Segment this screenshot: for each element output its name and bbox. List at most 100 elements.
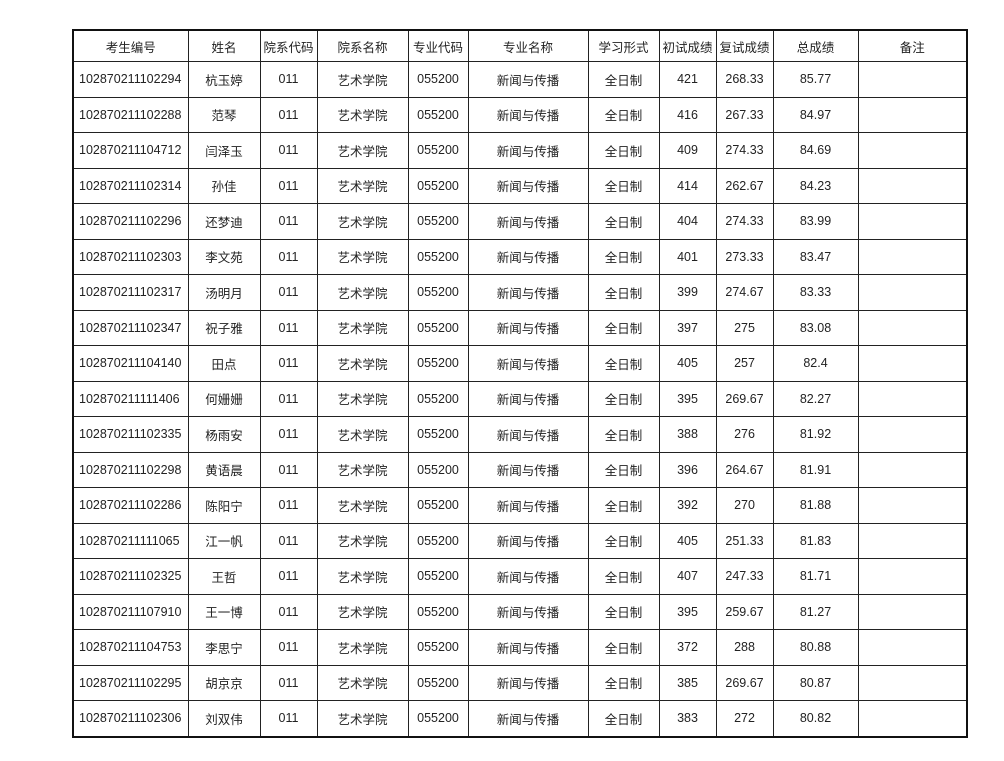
cell-dept-name: 艺术学院: [316, 629, 409, 666]
cell-major-name: 新闻与传播: [467, 61, 589, 98]
cell-dept-name: 艺术学院: [316, 274, 409, 311]
cell-dept-code: 011: [259, 416, 318, 453]
header-major-name: 专业名称: [467, 29, 589, 62]
cell-dept-code: 011: [259, 96, 318, 133]
cell-remarks: [857, 61, 968, 98]
table-row: 102870211102294 杭玉婷 011 艺术学院 055200 新闻与传播 全日制 4…: [72, 61, 968, 98]
cell-name: 江一帆: [187, 522, 261, 559]
cell-prelim-score: 401: [658, 238, 717, 275]
cell-student-id: 102870211102296: [72, 203, 189, 240]
cell-remarks: [857, 558, 968, 595]
cell-remarks: [857, 487, 968, 524]
cell-major-code: 055200: [407, 558, 469, 595]
cell-total-score: 84.23: [772, 167, 859, 204]
cell-major-code: 055200: [407, 132, 469, 169]
cell-retest-score: 274.33: [715, 132, 774, 169]
cell-major-name: 新闻与传播: [467, 416, 589, 453]
table-row: 102870211104712 闫泽玉 011 艺术学院 055200 新闻与传播 全日制 4…: [72, 132, 968, 169]
cell-student-id: 102870211102295: [72, 664, 189, 701]
cell-dept-name: 艺术学院: [316, 132, 409, 169]
cell-retest-score: 257: [715, 345, 774, 382]
cell-total-score: 83.08: [772, 309, 859, 346]
cell-name: 杭玉婷: [187, 61, 261, 98]
cell-prelim-score: 416: [658, 96, 717, 133]
cell-remarks: [857, 238, 968, 275]
cell-major-code: 055200: [407, 380, 469, 417]
cell-total-score: 81.91: [772, 451, 859, 488]
cell-student-id: 102870211104753: [72, 629, 189, 666]
cell-retest-score: 270: [715, 487, 774, 524]
cell-major-code: 055200: [407, 593, 469, 630]
cell-major-code: 055200: [407, 345, 469, 382]
cell-name: 祝子雅: [187, 309, 261, 346]
cell-total-score: 80.88: [772, 629, 859, 666]
cell-student-id: 102870211111065: [72, 522, 189, 559]
cell-dept-code: 011: [259, 309, 318, 346]
cell-student-id: 102870211104712: [72, 132, 189, 169]
cell-retest-score: 259.67: [715, 593, 774, 630]
cell-dept-code: 011: [259, 380, 318, 417]
header-major-code: 专业代码: [407, 29, 469, 62]
cell-prelim-score: 385: [658, 664, 717, 701]
cell-study-mode: 全日制: [587, 345, 660, 382]
cell-total-score: 80.82: [772, 700, 859, 737]
cell-name: 汤明月: [187, 274, 261, 311]
cell-total-score: 81.88: [772, 487, 859, 524]
table-row: 102870211102288 范琴 011 艺术学院 055200 新闻与传播 全日制 41…: [72, 96, 968, 133]
cell-prelim-score: 405: [658, 522, 717, 559]
cell-major-code: 055200: [407, 309, 469, 346]
cell-major-name: 新闻与传播: [467, 345, 589, 382]
cell-dept-name: 艺术学院: [316, 593, 409, 630]
cell-study-mode: 全日制: [587, 700, 660, 737]
header-dept-code: 院系代码: [259, 29, 318, 62]
cell-student-id: 102870211102335: [72, 416, 189, 453]
cell-remarks: [857, 522, 968, 559]
table-row: 102870211102295 胡京京 011 艺术学院 055200 新闻与传播 全日制 3…: [72, 664, 968, 701]
cell-student-id: 102870211102286: [72, 487, 189, 524]
table-row: 102870211102314 孙佳 011 艺术学院 055200 新闻与传播 全日制 41…: [72, 167, 968, 204]
cell-major-name: 新闻与传播: [467, 700, 589, 737]
cell-name: 黄语晨: [187, 451, 261, 488]
table-row: 102870211102306 刘双伟 011 艺术学院 055200 新闻与传播 全日制 3…: [72, 700, 968, 737]
cell-remarks: [857, 451, 968, 488]
cell-retest-score: 288: [715, 629, 774, 666]
cell-name: 闫泽玉: [187, 132, 261, 169]
cell-prelim-score: 407: [658, 558, 717, 595]
cell-study-mode: 全日制: [587, 416, 660, 453]
header-total-score: 总成绩: [772, 29, 859, 62]
cell-total-score: 81.27: [772, 593, 859, 630]
table-row: 102870211102296 还梦迪 011 艺术学院 055200 新闻与传播 全日制 4…: [72, 203, 968, 240]
table-row: 102870211102317 汤明月 011 艺术学院 055200 新闻与传播 全日制 3…: [72, 274, 968, 311]
cell-student-id: 102870211107910: [72, 593, 189, 630]
cell-retest-score: 264.67: [715, 451, 774, 488]
cell-retest-score: 274.33: [715, 203, 774, 240]
cell-dept-code: 011: [259, 167, 318, 204]
cell-prelim-score: 421: [658, 61, 717, 98]
cell-study-mode: 全日制: [587, 593, 660, 630]
cell-study-mode: 全日制: [587, 629, 660, 666]
table-row: 102870211102335 杨雨安 011 艺术学院 055200 新闻与传播 全日制 3…: [72, 416, 968, 453]
table-row: 102870211102303 李文苑 011 艺术学院 055200 新闻与传播 全日制 4…: [72, 238, 968, 275]
cell-dept-code: 011: [259, 238, 318, 275]
table-row: 102870211102286 陈阳宁 011 艺术学院 055200 新闻与传播 全日制 3…: [72, 487, 968, 524]
cell-dept-name: 艺术学院: [316, 558, 409, 595]
cell-remarks: [857, 380, 968, 417]
cell-dept-code: 011: [259, 274, 318, 311]
cell-study-mode: 全日制: [587, 487, 660, 524]
cell-study-mode: 全日制: [587, 203, 660, 240]
cell-student-id: 102870211111406: [72, 380, 189, 417]
cell-retest-score: 272: [715, 700, 774, 737]
cell-dept-name: 艺术学院: [316, 380, 409, 417]
header-remarks: 备注: [857, 29, 968, 62]
cell-total-score: 83.33: [772, 274, 859, 311]
cell-prelim-score: 372: [658, 629, 717, 666]
header-study-mode: 学习形式: [587, 29, 660, 62]
cell-major-code: 055200: [407, 96, 469, 133]
cell-retest-score: 247.33: [715, 558, 774, 595]
cell-dept-name: 艺术学院: [316, 487, 409, 524]
cell-dept-code: 011: [259, 593, 318, 630]
cell-study-mode: 全日制: [587, 558, 660, 595]
cell-dept-code: 011: [259, 629, 318, 666]
cell-retest-score: 274.67: [715, 274, 774, 311]
cell-major-name: 新闻与传播: [467, 629, 589, 666]
